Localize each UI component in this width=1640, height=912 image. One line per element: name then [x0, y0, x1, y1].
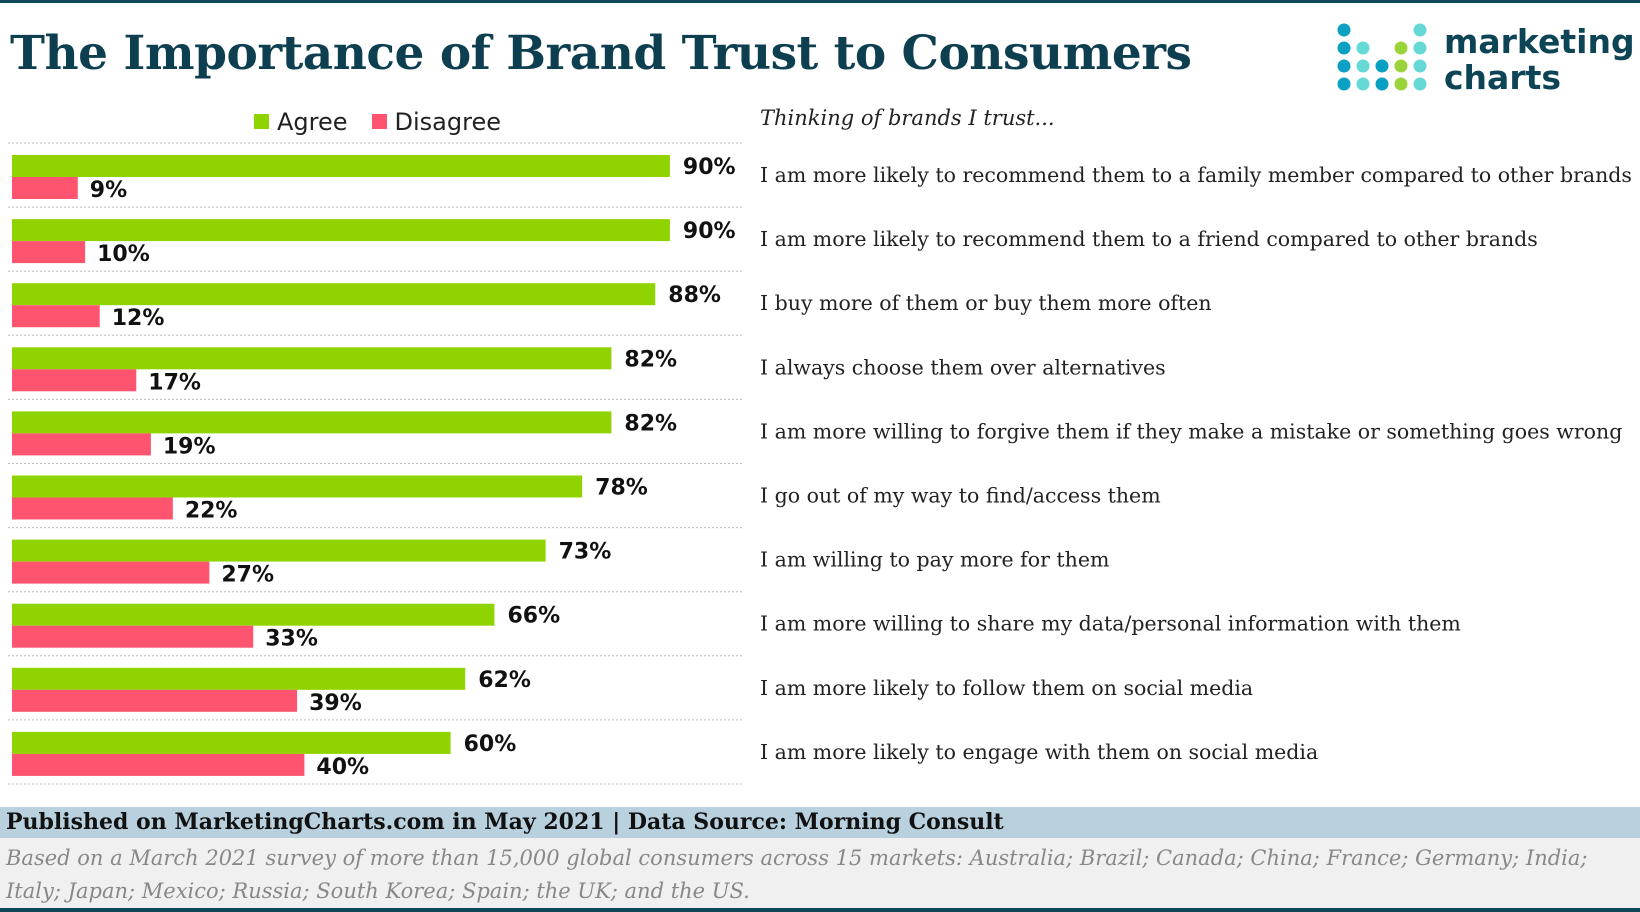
bar-agree — [12, 283, 656, 306]
logo-line2: charts — [1444, 58, 1562, 97]
top-border — [0, 0, 1640, 3]
logo-dot — [1394, 59, 1408, 73]
logo-dot — [1356, 41, 1370, 55]
logo-dot — [1375, 59, 1389, 73]
logo-dot — [1337, 59, 1351, 73]
legend: Agree Disagree — [254, 108, 501, 136]
bar-disagree — [12, 561, 210, 584]
category-label: I am more willing to share my data/perso… — [760, 612, 1461, 636]
bar-agree — [12, 219, 670, 242]
legend-agree: Agree — [254, 108, 348, 136]
logo-dot — [1413, 41, 1427, 55]
bar-disagree — [12, 497, 173, 520]
category-label: I am more likely to engage with them on … — [760, 740, 1318, 764]
published-source: Published on MarketingCharts.com in May … — [0, 807, 1640, 838]
logo-dot — [1337, 77, 1351, 91]
category-label: I am more likely to recommend them to a … — [760, 163, 1632, 187]
label-disagree: 10% — [97, 242, 150, 267]
bar-disagree — [12, 241, 86, 264]
label-disagree: 19% — [163, 434, 216, 459]
label-agree: 73% — [559, 540, 612, 565]
bar-disagree — [12, 753, 305, 776]
bar-agree — [12, 155, 670, 177]
category-label: I am willing to pay more for them — [760, 548, 1109, 572]
category-label: I always choose them over alternatives — [760, 355, 1166, 379]
bar-chart: 90% 9% I am more likely to recommend them … — [8, 142, 1632, 785]
bottom-border — [0, 908, 1640, 912]
label-agree: 62% — [478, 668, 531, 693]
label-disagree: 9% — [90, 178, 127, 203]
label-agree: 60% — [464, 732, 517, 757]
logo-line1: marketing — [1444, 22, 1635, 61]
bar-disagree — [12, 625, 254, 648]
label-disagree: 33% — [265, 627, 318, 652]
bar-disagree — [12, 433, 151, 456]
logo-dot — [1356, 59, 1370, 73]
bar-disagree — [12, 177, 78, 199]
label-disagree: 22% — [185, 499, 238, 524]
survey-note: Based on a March 2021 survey of more tha… — [0, 838, 1640, 908]
label-agree: 78% — [595, 476, 648, 501]
logo-dot — [1413, 59, 1427, 73]
label-disagree: 17% — [148, 370, 201, 395]
label-disagree: 27% — [221, 563, 274, 588]
label-agree: 82% — [624, 411, 677, 436]
logo-dot — [1413, 23, 1427, 37]
logo-dot — [1356, 77, 1370, 91]
logo-dot — [1375, 77, 1389, 91]
logo-dot — [1394, 41, 1408, 55]
label-agree: 90% — [683, 219, 736, 244]
label-agree: 88% — [668, 283, 721, 308]
logo-dot — [1337, 41, 1351, 55]
chart-title: The Importance of Brand Trust to Consume… — [10, 26, 1192, 81]
legend-swatch-agree — [254, 114, 269, 129]
bar-agree — [12, 411, 612, 434]
bar-disagree — [12, 689, 298, 712]
category-label: I go out of my way to find/access them — [760, 484, 1161, 508]
label-disagree: 12% — [112, 306, 165, 331]
chart-subtitle: Thinking of brands I trust... — [760, 106, 1055, 130]
legend-disagree: Disagree — [371, 108, 501, 136]
label-disagree: 39% — [309, 691, 362, 716]
label-agree: 66% — [507, 604, 560, 629]
marketingcharts-logo: marketing charts — [1336, 22, 1636, 102]
bar-agree — [12, 667, 466, 690]
bar-agree — [12, 603, 495, 626]
bar-disagree — [12, 305, 100, 328]
logo-dots-icon — [1337, 23, 1427, 91]
label-agree: 90% — [683, 155, 736, 180]
label-disagree: 40% — [316, 755, 369, 780]
bar-agree — [12, 539, 546, 562]
category-label: I buy more of them or buy them more ofte… — [760, 291, 1212, 315]
logo-dot — [1394, 77, 1408, 91]
bar-disagree — [12, 369, 137, 392]
bar-agree — [12, 731, 451, 754]
label-agree: 82% — [624, 347, 677, 372]
bar-agree — [12, 347, 612, 370]
legend-swatch-disagree — [371, 114, 387, 129]
category-label: I am more likely to follow them on socia… — [760, 676, 1253, 700]
category-label: I am more likely to recommend them to a … — [760, 227, 1538, 251]
category-label: I am more willing to forgive them if the… — [760, 419, 1622, 443]
logo-dot — [1413, 77, 1427, 91]
logo-dot — [1337, 23, 1351, 37]
bar-agree — [12, 475, 583, 498]
